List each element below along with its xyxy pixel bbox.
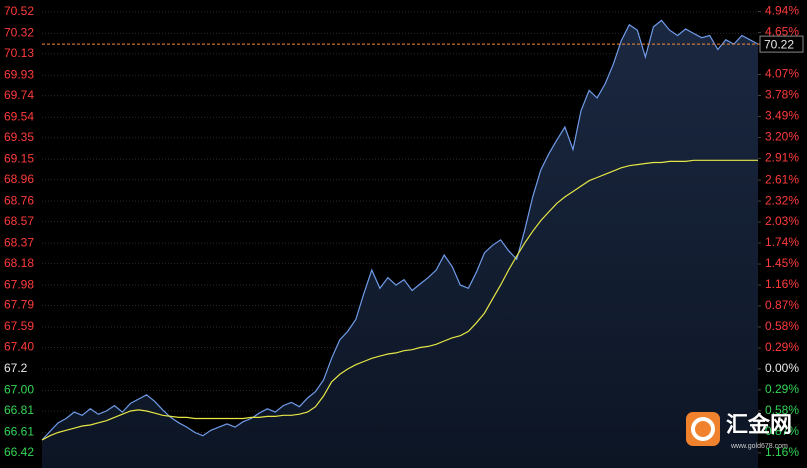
y2-tick-label: 3.20%: [765, 130, 799, 144]
y2-tick-label: 0.58%: [765, 319, 799, 333]
logo-icon: [686, 412, 720, 446]
y-tick-label: 67.59: [4, 319, 34, 333]
y2-tick-label: 0.29%: [765, 382, 799, 396]
y-tick-label: 66.81: [4, 403, 34, 417]
y2-tick-label: 2.03%: [765, 214, 799, 228]
y2-tick-label: 2.32%: [765, 193, 799, 207]
y-tick-label: 67.40: [4, 340, 34, 354]
reference-label: 70.22: [764, 37, 794, 51]
y2-tick-label: 0.87%: [765, 424, 799, 438]
y2-tick-label: 1.16%: [765, 445, 799, 459]
y-tick-label: 67.79: [4, 298, 34, 312]
y2-tick-label: 4.07%: [765, 67, 799, 81]
y2-tick-label: 1.45%: [765, 256, 799, 270]
y2-tick-label: 1.16%: [765, 277, 799, 291]
axes: 70.52 70.32 70.13 69.93 69.74 69.54 69.35 69.15…: [4, 4, 804, 459]
y2-tick-label: 0.00%: [765, 361, 799, 375]
y2-tick-label: 4.94%: [765, 4, 799, 18]
y-tick-label: 68.18: [4, 256, 34, 270]
watermark: 汇金网 www.gold678.com: [686, 412, 792, 450]
watermark-url: www.gold678.com: [730, 443, 788, 450]
y-tick-label: 67.98: [4, 277, 34, 291]
y2-tick-label: 2.91%: [765, 151, 799, 165]
y2-tick-label: 4.65%: [765, 25, 799, 39]
reference-label-box: [759, 35, 804, 53]
y-tick-label: 69.15: [4, 151, 34, 165]
y-tick-label: 69.35: [4, 130, 34, 144]
y-tick-label: 66.61: [4, 425, 34, 439]
average-line: [41, 159, 758, 441]
y-tick-label: 67.2: [4, 361, 28, 375]
y-tick-label: 66.42: [4, 445, 34, 459]
y-tick-label: 67.00: [4, 383, 34, 397]
y-tick-label: 70.13: [4, 46, 34, 60]
plot: [41, 19, 760, 468]
y2-tick-label: 3.78%: [765, 88, 799, 102]
watermark-name: 汇金网: [726, 412, 792, 437]
y2-tick-label: 0.29%: [765, 340, 799, 354]
price-area: [42, 20, 758, 468]
y-tick-label: 68.57: [4, 214, 34, 228]
y2-tick-label: 1.74%: [765, 235, 799, 249]
y-tick-label: 69.74: [4, 88, 34, 102]
y-tick-label: 68.96: [4, 172, 34, 186]
y-tick-label: 70.52: [4, 4, 34, 18]
y2-tick-label: 0.87%: [765, 298, 799, 312]
y-tick-label: 68.37: [4, 235, 34, 249]
y-tick-label: 70.32: [4, 26, 34, 40]
logo-mark: [691, 417, 715, 441]
y-tick-label: 69.54: [4, 109, 34, 123]
price-line: [41, 19, 759, 441]
y-tick-label: 68.76: [4, 193, 34, 207]
y2-tick-label: 2.61%: [765, 172, 799, 186]
y-tick-label: 69.93: [4, 67, 34, 81]
y2-tick-label: 0.58%: [765, 403, 799, 417]
y2-tick-label: 3.49%: [765, 109, 799, 123]
